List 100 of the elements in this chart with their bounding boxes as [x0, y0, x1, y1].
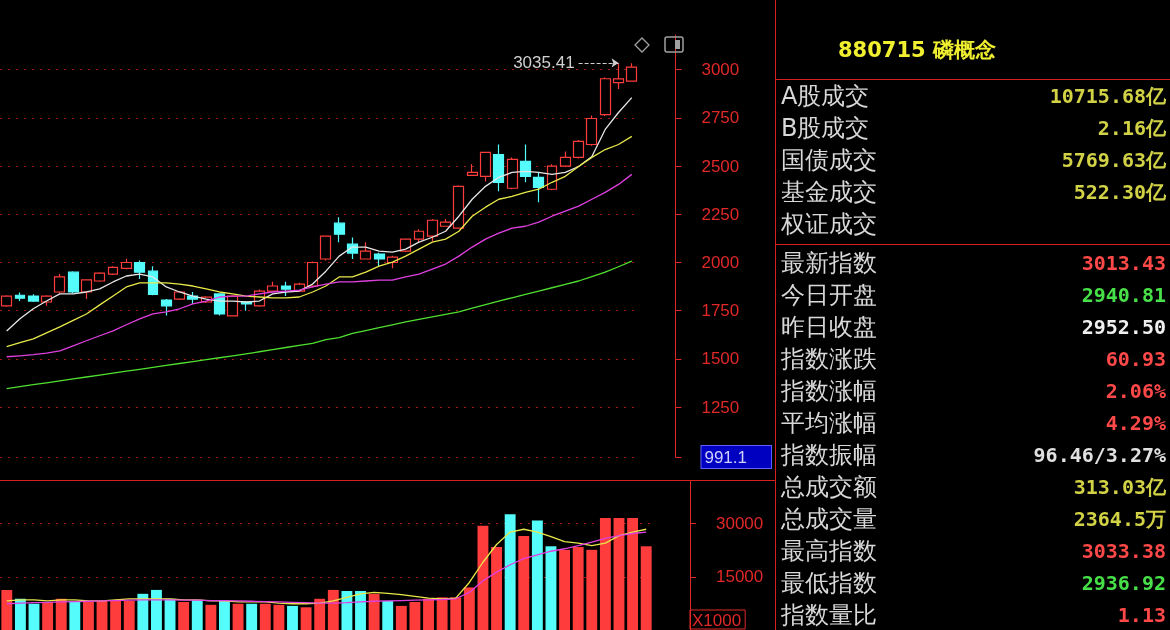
- candlestick: [306, 260, 319, 289]
- bar: [287, 605, 298, 630]
- candlestick: [439, 218, 452, 228]
- bar: [599, 517, 611, 630]
- bar: [28, 603, 40, 630]
- category-label: 最低指数: [781, 568, 877, 599]
- category-label: 最新指数: [781, 248, 877, 279]
- bar: [232, 603, 244, 630]
- y-tick-label: 1500: [701, 349, 740, 369]
- y-tick-label: 3000: [701, 60, 740, 80]
- candlestick: [93, 271, 106, 283]
- bar: [314, 598, 326, 630]
- candlestick: [599, 76, 612, 117]
- bar: [178, 601, 190, 630]
- text: 880715 磷概念: [838, 37, 996, 64]
- category-label: 指数量比: [781, 600, 877, 630]
- candlestick: [373, 252, 386, 267]
- candlestick: [479, 151, 492, 183]
- category-label: B股成交: [781, 113, 870, 144]
- y-tick-label: 15000: [716, 567, 764, 587]
- text: 2936.92: [1081, 571, 1166, 595]
- text: 4.29%: [1105, 411, 1166, 435]
- category-label: 总成交量: [781, 504, 877, 535]
- candlestick: [120, 258, 133, 270]
- y-tick-label: 1250: [701, 397, 740, 417]
- candlestick: [519, 143, 532, 183]
- text: 2940.81: [1081, 283, 1166, 307]
- candlestick: [53, 273, 66, 294]
- candlestick: [426, 218, 439, 242]
- bar: [355, 590, 366, 630]
- candlestick: [466, 163, 479, 177]
- y-tick-label: 2500: [701, 156, 740, 176]
- text: 60.93: [1105, 347, 1166, 371]
- bar: [491, 546, 502, 630]
- bar: [368, 593, 380, 630]
- candlestick: [413, 228, 425, 243]
- text: 10715.68亿: [1049, 84, 1166, 108]
- text: 3013.43: [1081, 251, 1166, 275]
- bar: [219, 600, 230, 630]
- candlestick: [80, 278, 93, 300]
- bar: [123, 600, 135, 630]
- bar: [69, 600, 81, 630]
- bar: [463, 587, 475, 630]
- candlestick: [0, 294, 13, 308]
- text: 96.46/3.27%: [1033, 443, 1166, 467]
- candlestick: [572, 139, 585, 159]
- bar: [572, 546, 584, 630]
- category-label: 平均涨幅: [781, 408, 877, 439]
- bar: [436, 597, 448, 630]
- bar: [1, 589, 13, 630]
- candlestick: [532, 171, 545, 203]
- candlestick: [625, 62, 638, 83]
- bar: [259, 603, 271, 630]
- category-label: 权证成交: [781, 209, 877, 240]
- candlestick: [585, 114, 598, 147]
- category-label: 基金成交: [781, 177, 877, 208]
- y-tick-label: 2750: [701, 108, 740, 128]
- bar: [137, 593, 149, 630]
- bar: [450, 597, 462, 630]
- candlestick: [612, 62, 625, 90]
- text: 2364.5万: [1073, 507, 1166, 531]
- candlestick: [133, 259, 146, 280]
- text: 522.30亿: [1073, 180, 1166, 204]
- bar: [423, 598, 434, 630]
- text: 313.03亿: [1073, 475, 1166, 499]
- category-label: 指数涨幅: [781, 376, 877, 407]
- text: 2.06%: [1105, 379, 1166, 403]
- candlestick: [319, 234, 332, 262]
- bar: [409, 601, 421, 630]
- candlestick: [27, 293, 40, 303]
- bar: [14, 598, 26, 630]
- candlestick: [506, 156, 519, 190]
- text: 2.16亿: [1097, 116, 1166, 140]
- category-label: 今日开盘: [781, 280, 877, 311]
- bar: [640, 546, 652, 630]
- bar: [531, 520, 543, 630]
- y-tick-label: 2250: [701, 204, 740, 224]
- annotation: 3035.41: [513, 53, 575, 73]
- bar: [613, 517, 625, 630]
- y-tick-label: 991.1: [704, 448, 748, 467]
- bar: [300, 607, 312, 630]
- bar: [518, 535, 530, 630]
- bar: [327, 589, 339, 630]
- bar: [82, 601, 94, 630]
- candlestick: [14, 291, 26, 302]
- candlestick: [266, 281, 279, 293]
- bar: [545, 546, 557, 630]
- bar: [504, 514, 516, 630]
- line-series: [6, 97, 633, 332]
- candlestick: [107, 265, 119, 276]
- candlestick: [160, 298, 173, 317]
- text: 2952.50: [1081, 315, 1166, 339]
- text: 5769.63亿: [1061, 148, 1166, 172]
- line-series: [6, 260, 633, 390]
- y-tick-label: 1750: [701, 301, 740, 321]
- y-tick-label: 2000: [701, 252, 740, 272]
- text: 3033.38: [1081, 539, 1166, 563]
- candlestick: [452, 184, 465, 230]
- y-tick-label: 30000: [716, 514, 764, 534]
- text: 1.13: [1117, 603, 1166, 627]
